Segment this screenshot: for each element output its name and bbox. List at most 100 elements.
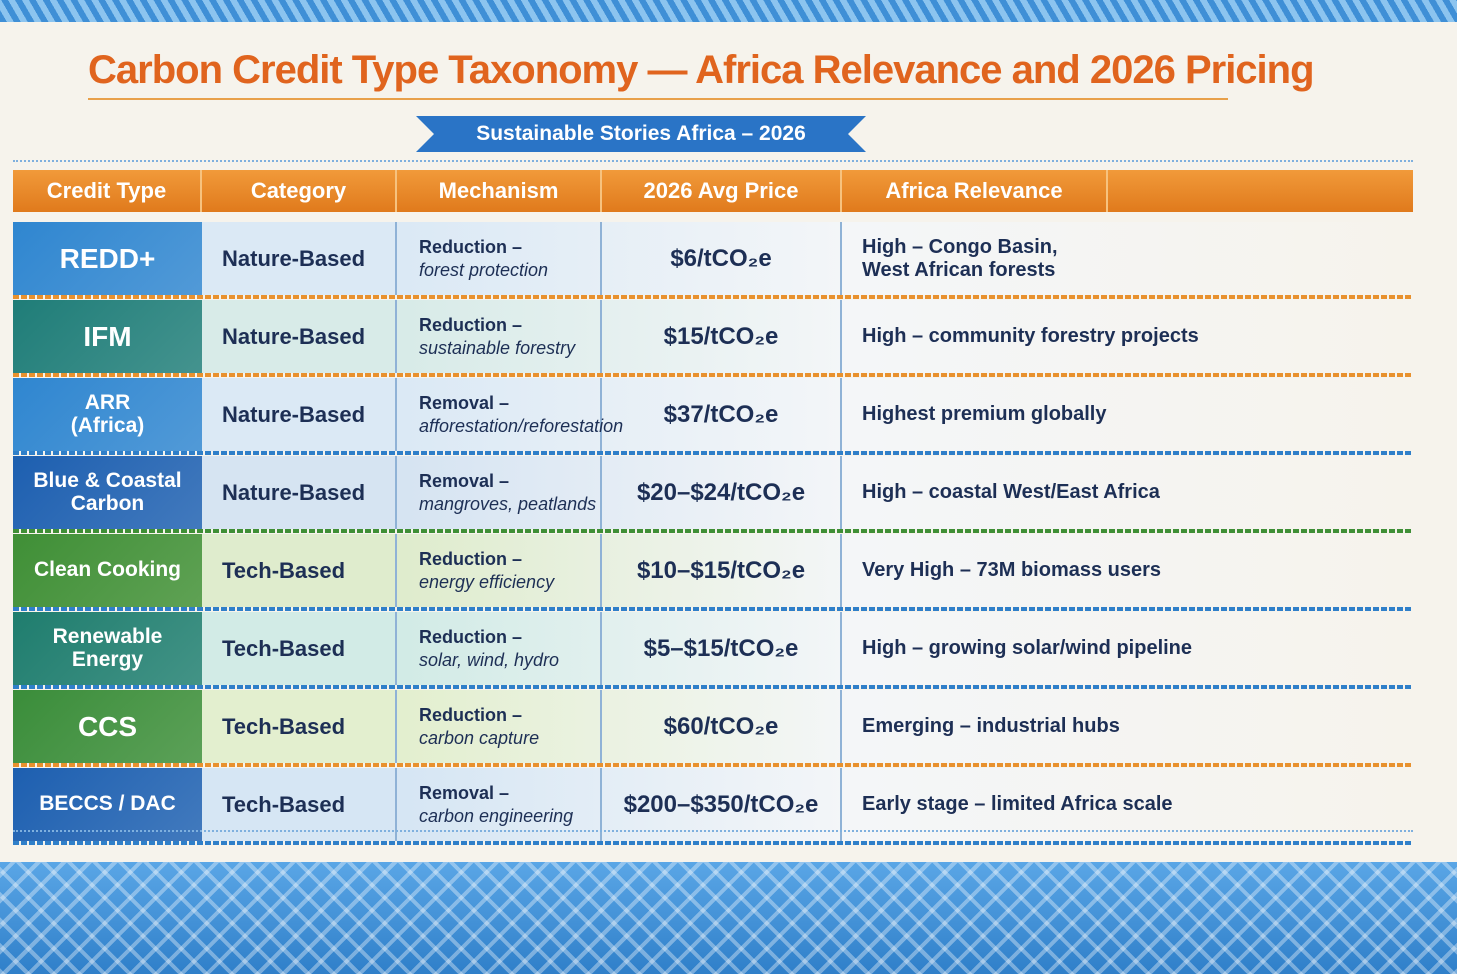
- mechanism: sustainable forestry: [419, 337, 576, 358]
- category: Tech-Based: [222, 713, 346, 739]
- category: Tech-Based: [222, 557, 346, 583]
- credit-type-cell: ARR (Africa): [13, 378, 202, 451]
- table-row: IFM Nature-Based Reduction – sustainable fo…: [13, 300, 1413, 373]
- credit-type: Renewable: [52, 625, 163, 649]
- divider: [13, 160, 1413, 162]
- row-separator: [13, 607, 1413, 611]
- row-separator: [13, 529, 1413, 533]
- credit-type: REDD+: [59, 242, 156, 274]
- price: $10–$15/tCO₂e: [636, 556, 806, 584]
- category-cell: Tech-Based: [202, 612, 397, 685]
- credit-type-cell: REDD+: [13, 222, 202, 295]
- price: $15/tCO₂e: [663, 322, 779, 350]
- table-row: Blue & Coastal Carbon Nature-Based Removal …: [13, 456, 1413, 529]
- africa-relevance: Very High – 73M biomass users: [862, 559, 1162, 581]
- mechanism-cell: Reduction – energy efficiency: [397, 534, 602, 607]
- category: Nature-Based: [222, 245, 366, 271]
- price: $200–$350/tCO₂e: [623, 790, 819, 818]
- mechanism: Reduction –: [419, 237, 523, 257]
- category: Tech-Based: [222, 791, 346, 817]
- price-cell: $10–$15/tCO₂e: [602, 534, 842, 607]
- price-cell: $5–$15/tCO₂e: [602, 612, 842, 685]
- category-cell: Nature-Based: [202, 456, 397, 529]
- credit-type: Clean Cooking: [33, 558, 181, 582]
- table-row: CCS Tech-Based Reduction – carbon capture $6…: [13, 690, 1413, 763]
- mechanism: carbon capture: [419, 727, 540, 748]
- credit-type-cell: CCS: [13, 690, 202, 763]
- credit-type: Blue & Coastal: [33, 469, 182, 493]
- column-header: Africa Relevance: [842, 170, 1108, 212]
- mechanism: solar, wind, hydro: [419, 649, 560, 670]
- relevance-cell: High – coastal West/East Africa: [842, 456, 1413, 529]
- divider: [13, 830, 1413, 832]
- mechanism: carbon engineering: [419, 805, 574, 826]
- price-cell: $37/tCO₂e: [602, 378, 842, 451]
- category: Nature-Based: [222, 401, 366, 427]
- price: $6/tCO₂e: [670, 244, 772, 272]
- credit-type: Carbon: [70, 491, 145, 515]
- credit-type-cell: Clean Cooking: [13, 534, 202, 607]
- relevance-cell: Highest premium globally: [842, 378, 1413, 451]
- price-cell: $200–$350/tCO₂e: [602, 768, 842, 841]
- table-row: Renewable Energy Tech-Based Reduction – sola…: [13, 612, 1413, 685]
- table-row: ARR (Africa) Nature-Based Removal – afforest…: [13, 378, 1413, 451]
- subtitle-ribbon: Sustainable Stories Africa – 2026: [416, 116, 866, 152]
- category-cell: Tech-Based: [202, 768, 397, 841]
- mechanism-cell: Removal – mangroves, peatlands: [397, 456, 602, 529]
- credit-type: CCS: [77, 710, 138, 742]
- category: Nature-Based: [222, 323, 366, 349]
- header-filler: [1108, 170, 1413, 212]
- row-separator: [13, 373, 1413, 377]
- credit-type-cell: Blue & Coastal Carbon: [13, 456, 202, 529]
- column-header: Category: [202, 170, 397, 212]
- price-cell: $60/tCO₂e: [602, 690, 842, 763]
- row-separator: [13, 685, 1413, 689]
- mechanism: forest protection: [419, 259, 549, 280]
- mechanism: afforestation/reforestation: [419, 415, 624, 436]
- category: Tech-Based: [222, 635, 346, 661]
- mechanism: energy efficiency: [419, 571, 555, 592]
- price: $5–$15/tCO₂e: [643, 634, 799, 662]
- table-row: REDD+ Nature-Based Reduction – forest prote…: [13, 222, 1413, 295]
- row-separator: [13, 451, 1413, 455]
- category-cell: Nature-Based: [202, 222, 397, 295]
- relevance-cell: Very High – 73M biomass users: [842, 534, 1413, 607]
- table-row: Clean Cooking Tech-Based Reduction – energy…: [13, 534, 1413, 607]
- credit-type: IFM: [83, 320, 132, 352]
- relevance-cell: High – community forestry projects: [842, 300, 1413, 373]
- row-separator: [13, 841, 1413, 845]
- column-header: Mechanism: [397, 170, 602, 212]
- category-cell: Tech-Based: [202, 690, 397, 763]
- title-underline: [88, 98, 1228, 100]
- africa-relevance: Early stage – limited Africa scale: [862, 793, 1173, 815]
- column-header: Credit Type: [13, 170, 202, 212]
- category-cell: Tech-Based: [202, 534, 397, 607]
- credit-type: BECCS / DAC: [39, 792, 176, 816]
- credit-type-cell: Renewable Energy: [13, 612, 202, 685]
- mechanism-cell: Reduction – solar, wind, hydro: [397, 612, 602, 685]
- price-cell: $6/tCO₂e: [602, 222, 842, 295]
- credit-type-cell: BECCS / DAC: [13, 768, 202, 841]
- column-header: 2026 Avg Price: [602, 170, 842, 212]
- relevance-cell: High – Congo Basin, West African forests: [842, 222, 1413, 295]
- decorative-border: [0, 0, 1457, 22]
- mechanism-cell: Removal – carbon engineering: [397, 768, 602, 841]
- africa-relevance: High – community forestry projects: [862, 325, 1199, 347]
- credit-type: ARR: [84, 391, 131, 415]
- mechanism: Removal –: [419, 393, 510, 413]
- row-separator: [13, 295, 1413, 299]
- price-cell: $15/tCO₂e: [602, 300, 842, 373]
- price: $20–$24/tCO₂e: [636, 478, 806, 506]
- category: Nature-Based: [222, 479, 366, 505]
- mechanism: Removal –: [419, 783, 510, 803]
- mechanism: Reduction –: [419, 549, 523, 569]
- row-separator: [13, 763, 1413, 767]
- category-cell: Nature-Based: [202, 378, 397, 451]
- mechanism: mangroves, peatlands: [419, 493, 597, 514]
- mechanism: Removal –: [419, 471, 510, 491]
- mechanism-cell: Reduction – carbon capture: [397, 690, 602, 763]
- africa-relevance: Highest premium globally: [862, 403, 1107, 425]
- price: $60/tCO₂e: [663, 712, 779, 740]
- mechanism-cell: Removal – afforestation/reforestation: [397, 378, 624, 451]
